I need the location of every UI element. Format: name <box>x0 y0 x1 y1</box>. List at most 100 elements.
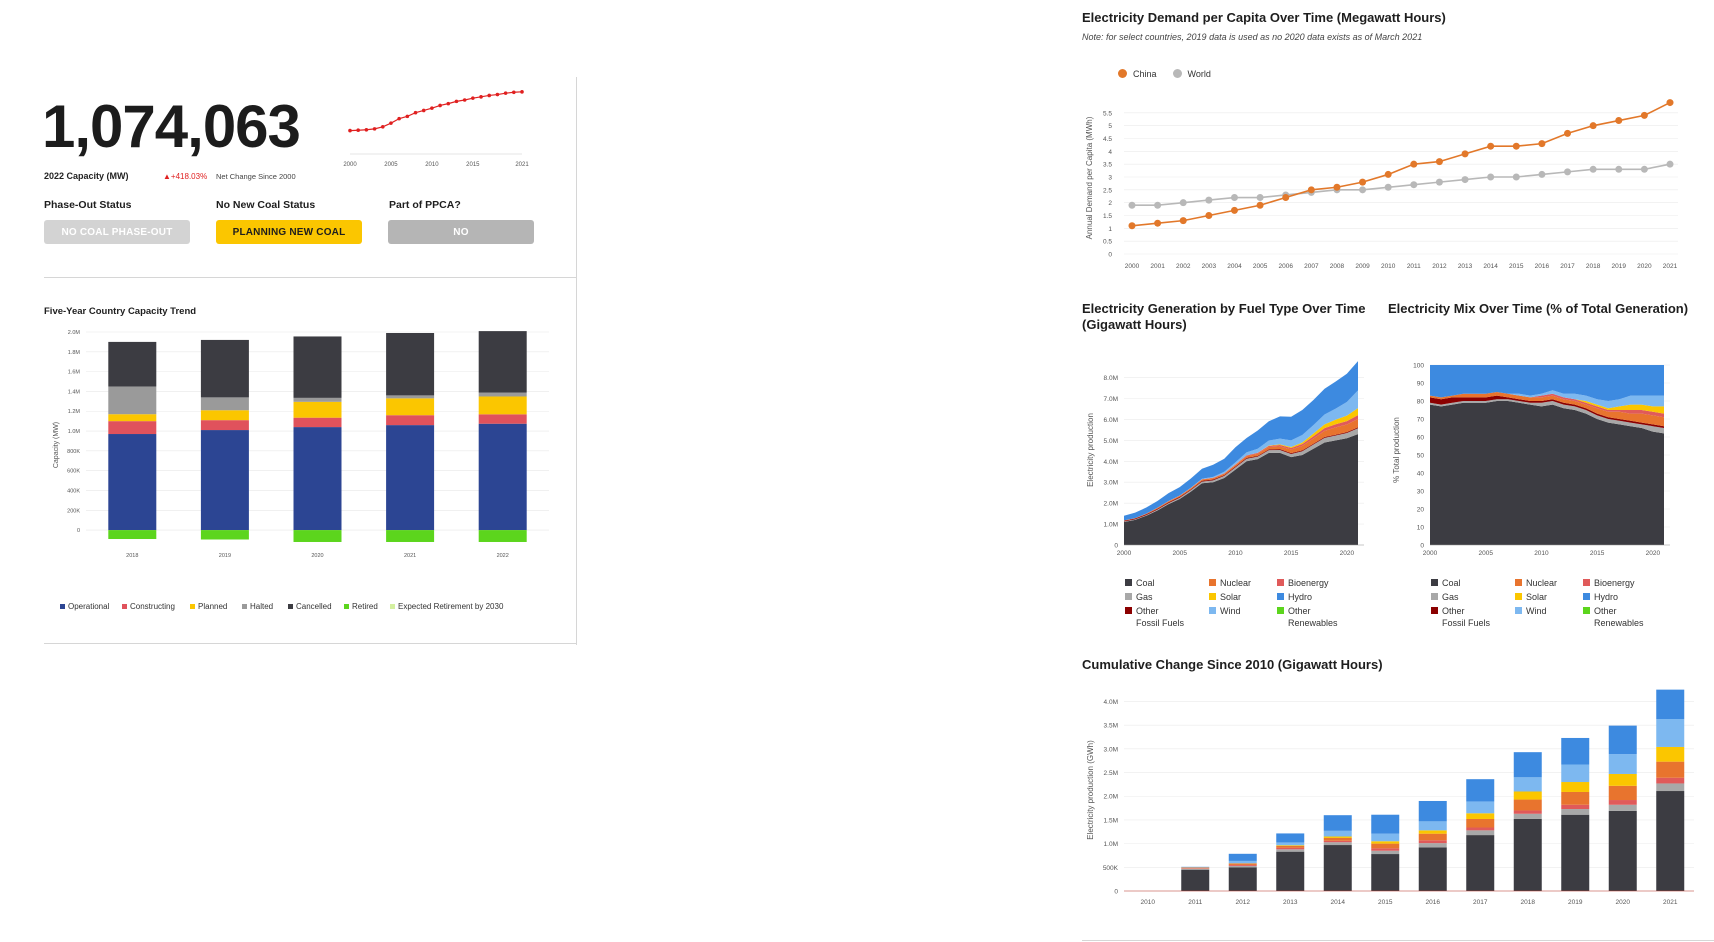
legend-solar-label: Solar <box>1220 592 1242 602</box>
gen-xtick-label: 2020 <box>1340 550 1355 557</box>
demand-point <box>1205 196 1213 204</box>
cum-bar-segment <box>1561 791 1590 805</box>
sparkline-point <box>446 101 451 106</box>
demand-xtick-label: 2018 <box>1586 263 1601 270</box>
mix-legend-bioenergy-label: Bioenergy <box>1594 578 1635 588</box>
trend-legend-item[interactable]: Halted <box>242 602 273 611</box>
trend-bar-segment <box>386 395 435 399</box>
legend-bioenergy-label: Bioenergy <box>1288 578 1329 588</box>
mix-legend-other-renew[interactable]: Other Renewables <box>1583 605 1644 629</box>
cum-bar-segment <box>1466 830 1495 836</box>
gen-area <box>1124 434 1358 545</box>
mix-legend-hydro[interactable]: Hydro <box>1583 591 1618 603</box>
demand-point <box>1435 178 1443 186</box>
demand-series-line <box>1132 163 1671 207</box>
demand-series-line <box>1131 101 1671 227</box>
legend-world[interactable]: World <box>1172 69 1211 79</box>
legend-nuclear[interactable]: Nuclear <box>1209 577 1251 589</box>
mix-other-fossil-line2: Fossil Fuels <box>1442 618 1491 628</box>
trend-legend-swatch <box>344 604 349 609</box>
cum-bar-segment <box>1276 842 1305 846</box>
demand-point <box>1230 206 1238 214</box>
mix-ytick-label: 70 <box>1417 417 1425 424</box>
demand-point <box>1179 217 1187 225</box>
section-divider <box>44 277 576 278</box>
mix-ytick-label: 40 <box>1417 471 1425 478</box>
legend-coal[interactable]: Coal <box>1125 577 1155 589</box>
gen-ytick-label: 4.0M <box>1104 459 1118 466</box>
mix-legend-coal[interactable]: Coal <box>1431 577 1461 589</box>
sparkline-point <box>389 121 393 125</box>
legend-other-renew[interactable]: Other Renewables <box>1277 605 1338 629</box>
trend-bar-segment <box>478 331 527 393</box>
demand-point <box>1640 111 1648 119</box>
mix-legend-hydro-label: Hydro <box>1594 592 1619 602</box>
trend-legend-swatch <box>242 604 247 609</box>
cum-bar-segment <box>1418 847 1447 891</box>
mix-legend-wind[interactable]: Wind <box>1515 605 1547 617</box>
trend-legend-item[interactable]: Cancelled <box>288 602 332 611</box>
swatch-coal <box>1125 579 1132 586</box>
demand-xtick-label: 2009 <box>1355 263 1370 270</box>
demand-ytick-label: 2 <box>1108 200 1112 207</box>
demand-xtick-label: 2010 <box>1381 263 1396 270</box>
demand-xtick-label: 2020 <box>1637 263 1652 270</box>
trend-legend-label: Cancelled <box>296 602 332 611</box>
panel-divider <box>576 77 577 645</box>
trend-legend-swatch <box>60 604 65 609</box>
cum-xtick-label: 2011 <box>1188 899 1202 906</box>
mix-legend-nuclear[interactable]: Nuclear <box>1515 577 1557 589</box>
trend-legend-item[interactable]: Operational <box>60 602 109 611</box>
sparkline-point <box>421 108 426 113</box>
trend-legend-label: Operational <box>68 602 110 611</box>
cum-bar-segment <box>1513 752 1542 778</box>
sparkline-point <box>503 91 508 95</box>
legend-other-fossil-label: Other Fossil Fuels <box>1136 605 1184 629</box>
trend-bar-segment <box>386 415 435 426</box>
demand-ytick-label: 5 <box>1108 123 1112 130</box>
mix-ytick-label: 10 <box>1417 525 1425 532</box>
mix-legend-solar[interactable]: Solar <box>1515 591 1547 603</box>
trend-xtick-label: 2022 <box>497 553 509 559</box>
trend-legend-item[interactable]: Planned <box>190 602 227 611</box>
cum-bar-segment <box>1323 842 1352 846</box>
mix-xtick-label: 2000 <box>1423 550 1438 557</box>
mix-ytick-label: 0 <box>1420 543 1424 550</box>
cum-ytick-label: 500K <box>1103 865 1119 872</box>
capacity-trend-chart: 0 200K 400K 600K 800K 1.0M 1.2M 1.4M 1.6M 1.8M 2.0… <box>53 330 549 559</box>
trend-xtick-label: 2018 <box>126 553 138 559</box>
trend-legend-label: Retired <box>352 602 378 611</box>
legend-china[interactable]: China <box>1118 69 1157 79</box>
demand-point <box>1512 142 1520 150</box>
trend-legend-item[interactable]: Expected Retirement by 2030 <box>390 602 503 611</box>
mix-legend-other-fossil[interactable]: Other Fossil Fuels <box>1431 605 1490 629</box>
trend-ytick-label: 1.6M <box>68 370 81 376</box>
mix-legend-gas[interactable]: Gas <box>1431 591 1459 603</box>
demand-point <box>1487 142 1495 150</box>
sparkline-point <box>405 114 410 119</box>
cum-xtick-label: 2017 <box>1473 899 1488 906</box>
cum-bar-segment <box>1513 799 1542 811</box>
cumulative-chart: 0 500K 1.0M 1.5M 2.0M 2.5M 3.0M 3.5M 4.0M 2010 201… <box>1086 689 1694 906</box>
mix-legend-bioenergy[interactable]: Bioenergy <box>1583 577 1635 589</box>
legend-wind[interactable]: Wind <box>1209 605 1241 617</box>
cum-bar-segment <box>1561 814 1590 891</box>
cum-bar-segment <box>1466 801 1495 814</box>
legend-gas[interactable]: Gas <box>1125 591 1153 603</box>
trend-legend-item[interactable]: Constructing <box>122 602 175 611</box>
legend-other-fossil[interactable]: Other Fossil Fuels <box>1125 605 1184 629</box>
demand-point <box>1538 140 1546 148</box>
cum-bar-segment <box>1371 854 1400 891</box>
legend-bioenergy[interactable]: Bioenergy <box>1277 577 1329 589</box>
legend-solar[interactable]: Solar <box>1209 591 1241 603</box>
gen-xtick-label: 2005 <box>1172 550 1187 557</box>
cum-bar-segment <box>1418 840 1447 844</box>
demand-xtick-label: 2003 <box>1202 263 1217 270</box>
generation-legend: Coal Gas Other Fossil Fuels Nuclear Solar… <box>1125 577 1385 629</box>
demand-ytick-label: 5.5 <box>1103 110 1112 117</box>
cum-bar-segment <box>1323 840 1352 843</box>
legend-hydro[interactable]: Hydro <box>1277 591 1312 603</box>
sparkline-point <box>512 90 516 95</box>
generation-title-line2: (Gigawatt Hours) <box>1082 317 1187 332</box>
trend-legend-item[interactable]: Retired <box>344 602 378 611</box>
